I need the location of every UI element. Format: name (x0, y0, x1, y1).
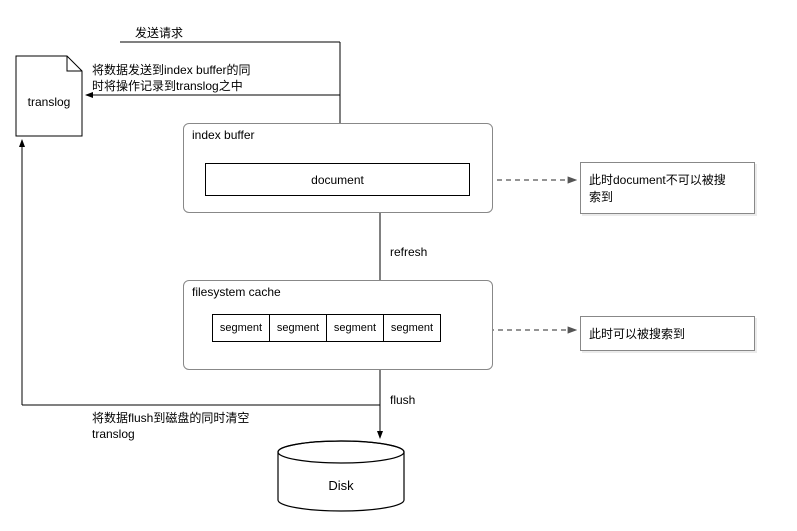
refresh-label: refresh (390, 245, 427, 259)
segment-box: segment (212, 314, 270, 342)
segment-box: segment (269, 314, 327, 342)
segment-box: segment (326, 314, 384, 342)
to-translog-label: 将数据发送到index buffer的同 时将操作记录到translog之中 (92, 62, 251, 94)
document-box: document (205, 163, 470, 196)
note-searchable-text: 此时可以被搜索到 (589, 327, 685, 341)
note-searchable: 此时可以被搜索到 (580, 316, 755, 351)
note-not-searchable: 此时document不可以被搜 索到 (580, 162, 755, 214)
index-buffer-title: index buffer (192, 128, 255, 142)
disk-shape: Disk (276, 440, 406, 512)
flush-label: flush (390, 393, 415, 407)
note-not-searchable-text: 此时document不可以被搜 索到 (589, 173, 726, 204)
send-request-label: 发送请求 (135, 24, 183, 41)
translog-file: translog (15, 55, 83, 137)
segment-box: segment (383, 314, 441, 342)
translog-label: translog (15, 95, 83, 109)
disk-label: Disk (276, 478, 406, 493)
segment-group: segment segment segment segment (212, 314, 441, 342)
document-label: document (311, 173, 364, 187)
flush-note-label: 将数据flush到磁盘的同时清空 translog (92, 410, 249, 442)
fs-cache-title: filesystem cache (192, 285, 281, 299)
cylinder-icon (276, 440, 406, 512)
